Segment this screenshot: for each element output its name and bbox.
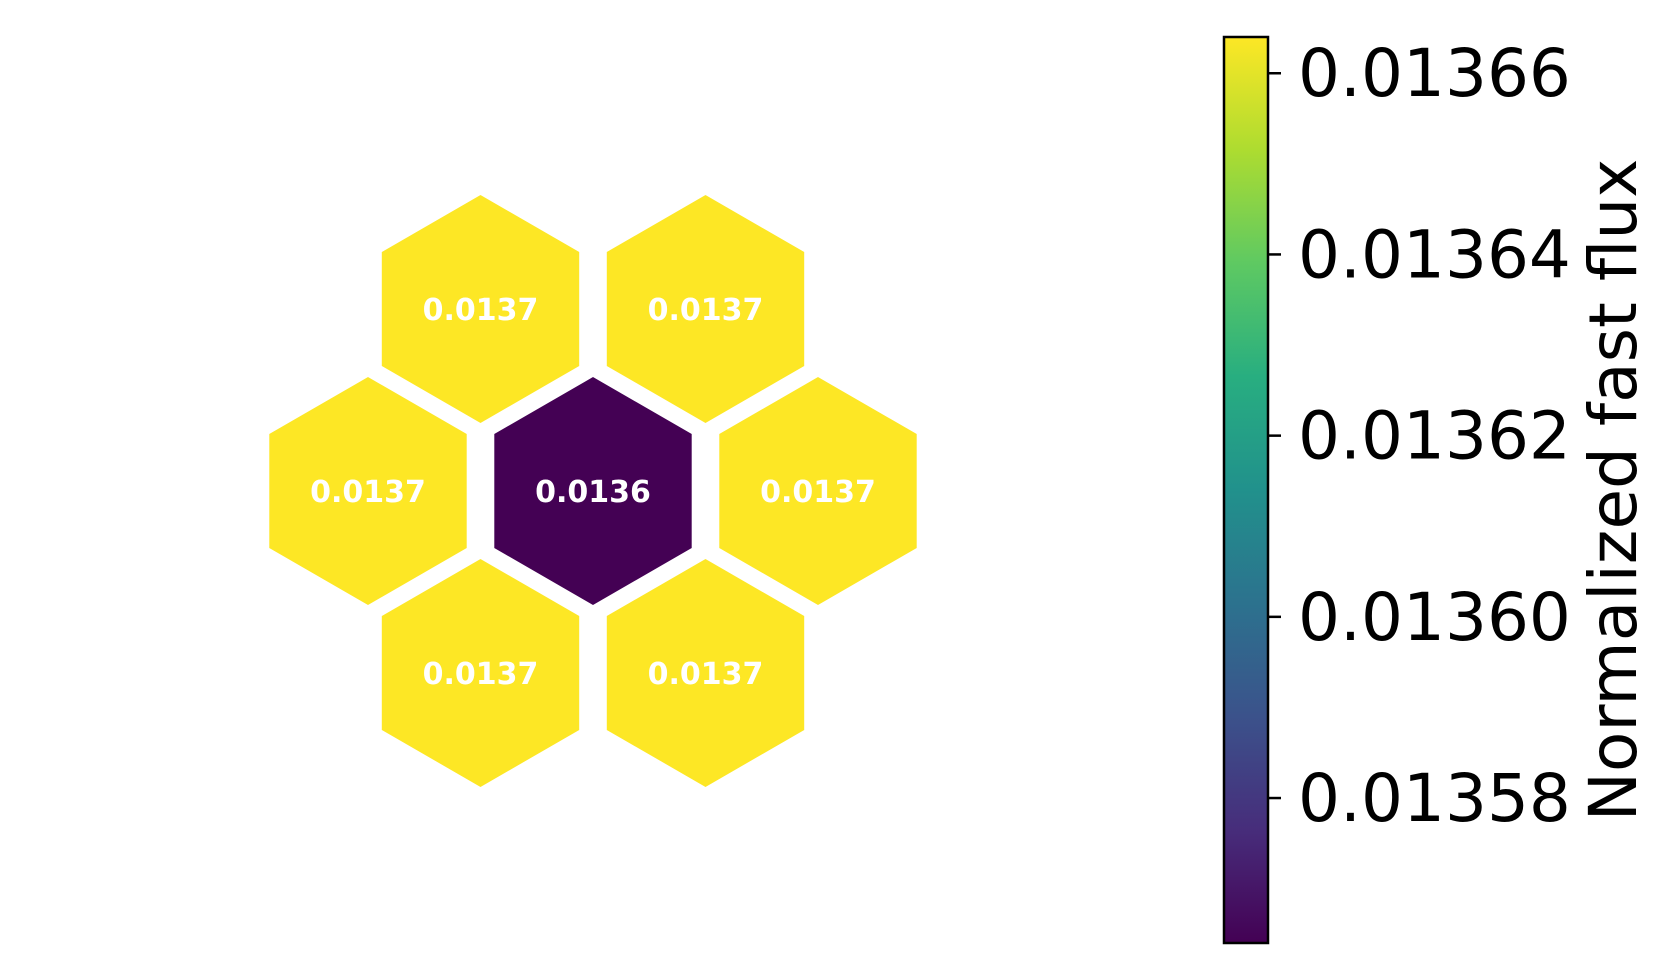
hex-cell-label-bottom-right: 0.0137: [648, 657, 764, 692]
hex-cell-bottom-right: [599, 550, 812, 796]
hex-cell-label-top-right: 0.0137: [648, 293, 764, 328]
hex-cell-label-middle-left: 0.0137: [310, 475, 426, 510]
hex-cell-label-middle-right: 0.0137: [760, 475, 876, 510]
colorbar-label: Normalized fast flux: [1575, 159, 1652, 822]
hex-cell-bottom-left: [374, 550, 587, 796]
colorbar-ticks: 0.01358 0.01360 0.01362 0.01364 0.01366: [1268, 35, 1571, 837]
colorbar-tick-label: 0.01362: [1298, 398, 1571, 475]
hex-cell-top-right: [599, 186, 812, 432]
hex-cell-middle-right: [712, 368, 924, 614]
hex-cell-middle-left: [262, 368, 474, 614]
hex-cell-top-left: [374, 186, 587, 432]
colorbar-tick-label: 0.01360: [1298, 579, 1571, 656]
hex-cell-label-top-left: 0.0137: [423, 293, 539, 328]
hex-cell-label-center: 0.0136: [535, 475, 651, 510]
colorbar: 0.01358 0.01360 0.01362 0.01364 0.01366 Norm…: [1222, 35, 1652, 945]
hex-cell-center: [487, 368, 699, 614]
colorbar-tick-label: 0.01358: [1298, 760, 1571, 837]
hex-cells: 0.0137 0.0137 0.0137 0.0136 0.0137 0.0137 0.01…: [262, 186, 924, 796]
colorbar-gradient: [1222, 35, 1270, 945]
colorbar-tick-label: 0.01364: [1298, 216, 1571, 293]
colorbar-tick-label: 0.01366: [1298, 35, 1571, 112]
hex-cell-label-bottom-left: 0.0137: [423, 657, 539, 692]
